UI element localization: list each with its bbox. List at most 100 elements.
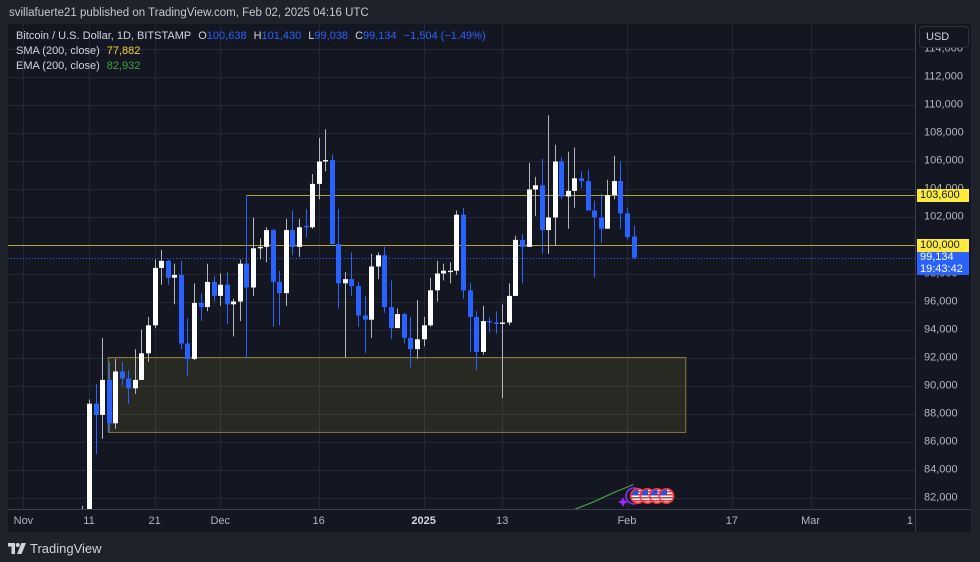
candle <box>612 155 617 200</box>
time-tick-label: Feb <box>617 515 637 527</box>
candle <box>343 272 348 358</box>
chart-panel: Bitcoin / U.S. Dollar, 1D, BITSTAMP O 10… <box>8 24 971 532</box>
candle <box>244 195 249 358</box>
candle <box>251 217 256 296</box>
candle-body <box>546 217 551 231</box>
candle <box>448 262 453 284</box>
axis-separator <box>915 510 916 532</box>
price-tick-label: 82,000 <box>924 491 958 504</box>
close-value: 99,134 <box>363 30 397 42</box>
candle-body <box>540 185 545 231</box>
ema-label: EMA (200, close) <box>16 60 100 72</box>
time-axis[interactable]: Nov 11 21 Dec 16 2025 13 Feb 17 Mar 1 <box>8 509 971 532</box>
price-tick-label: 92,000 <box>924 351 958 363</box>
candle <box>553 144 558 246</box>
candle-body <box>566 190 571 197</box>
time-tick-label: 11 <box>83 515 95 527</box>
us-flag-icon <box>658 488 675 504</box>
candle <box>559 157 564 200</box>
candle <box>304 209 309 238</box>
price-tick-label: 106,000 <box>924 154 964 167</box>
candle-body <box>126 378 131 389</box>
candle <box>428 277 433 327</box>
candle-body <box>139 353 144 380</box>
candle <box>513 235 518 296</box>
price-axis[interactable]: 114,000112,000110,000108,000106,000104,0… <box>915 24 971 509</box>
candle-body <box>507 295 512 323</box>
candle-body <box>533 185 538 190</box>
candle <box>579 171 584 189</box>
candle-body <box>133 379 138 389</box>
candle-body <box>153 267 158 326</box>
candle-body <box>454 214 459 271</box>
candle <box>323 129 328 172</box>
flag-stripe <box>650 497 665 499</box>
candle <box>218 273 223 306</box>
candle <box>87 399 92 509</box>
flag-canton <box>659 489 668 496</box>
close-label: C <box>355 30 364 42</box>
candle-body <box>461 214 466 291</box>
candle-body <box>304 225 309 228</box>
candle-body <box>579 178 584 182</box>
flag-canton <box>640 489 649 496</box>
publisher-caption: svillafuerte21 published on TradingView.… <box>9 7 369 19</box>
candle <box>625 207 630 240</box>
candle <box>94 384 99 455</box>
candle-body <box>94 403 99 415</box>
candle <box>566 151 571 229</box>
high-value: 101,430 <box>261 30 302 42</box>
candle <box>356 281 361 327</box>
grid-layer <box>8 24 915 509</box>
candle <box>474 311 479 371</box>
time-tick-label: Mar <box>801 515 821 527</box>
candle-body <box>107 379 112 424</box>
candle <box>277 270 282 326</box>
low-label: L <box>308 30 315 42</box>
candle-body <box>317 161 322 184</box>
symbol-title: Bitcoin / U.S. Dollar, 1D, BITSTAMP <box>16 30 192 42</box>
candle <box>402 312 407 344</box>
candle-body <box>172 274 177 278</box>
candle <box>199 293 204 322</box>
candle <box>238 259 243 322</box>
time-tick-label: Dec <box>210 515 230 527</box>
tradingview-logo-icon <box>8 542 26 554</box>
open-label: O <box>198 30 207 42</box>
candle-body <box>271 230 276 282</box>
time-tick-label: 21 <box>148 515 161 527</box>
candle-body <box>369 266 374 320</box>
candle-body <box>185 343 190 359</box>
flag-stripe <box>659 497 674 499</box>
flag-stripe <box>640 497 655 499</box>
candle <box>520 234 525 284</box>
candle-body <box>415 339 420 350</box>
candle-body <box>297 227 302 247</box>
candle-body <box>520 239 525 247</box>
candle <box>258 238 263 260</box>
plot-area[interactable]: Bitcoin / U.S. Dollar, 1D, BITSTAMP O 10… <box>8 24 915 509</box>
price-tick-label: 84,000 <box>924 463 958 476</box>
flag-stripe <box>650 500 665 502</box>
candle-body <box>428 290 433 326</box>
flag-stripe <box>659 500 674 502</box>
candle-body <box>218 284 223 296</box>
candle <box>454 210 459 275</box>
candle <box>389 280 394 340</box>
candle-body <box>179 274 184 344</box>
candle <box>632 225 637 259</box>
candle-body <box>376 255 381 267</box>
candle <box>507 283 512 326</box>
change-value: −1,504 (−1.49%) <box>403 30 486 42</box>
candle-body <box>192 302 197 359</box>
candle <box>592 200 597 278</box>
candle-body <box>363 315 368 320</box>
candle <box>290 210 295 256</box>
candle-body <box>402 314 407 338</box>
currency-button[interactable]: USD <box>919 26 969 48</box>
candle <box>185 318 190 376</box>
candle <box>349 252 354 296</box>
candle-body <box>527 189 532 247</box>
legend-symbol-row: Bitcoin / U.S. Dollar, 1D, BITSTAMP O 10… <box>16 29 486 44</box>
candle <box>435 260 440 302</box>
